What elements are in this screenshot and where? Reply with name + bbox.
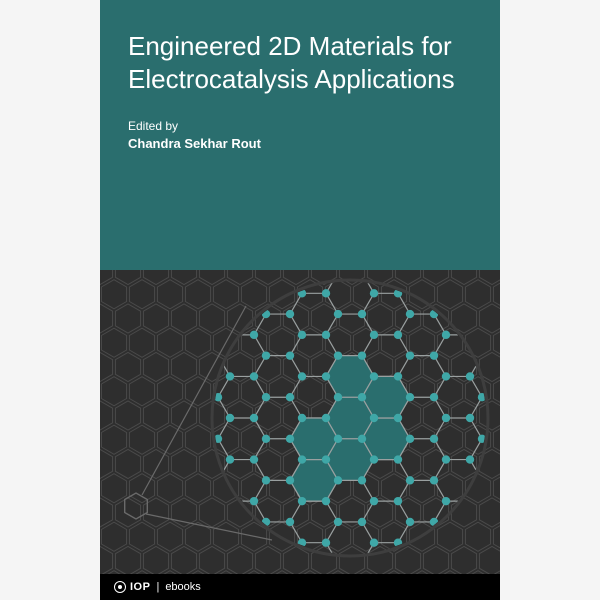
editor-name: Chandra Sekhar Rout [128,136,472,151]
book-title: Engineered 2D Materials for Electrocatal… [128,30,472,95]
book-cover: Engineered 2D Materials for Electrocatal… [100,0,500,600]
footer-divider: | [156,581,159,593]
publisher-footer: IOP | ebooks [100,574,500,600]
edited-by-label: Edited by [128,119,472,133]
graphic-panel [100,270,500,600]
iop-logo-text: IOP [130,581,150,593]
ebooks-label: ebooks [165,581,200,593]
lattice-diagram [210,278,490,558]
title-panel: Engineered 2D Materials for Electrocatal… [100,0,500,270]
iop-logo-icon [114,581,126,593]
iop-logo: IOP [114,581,150,593]
